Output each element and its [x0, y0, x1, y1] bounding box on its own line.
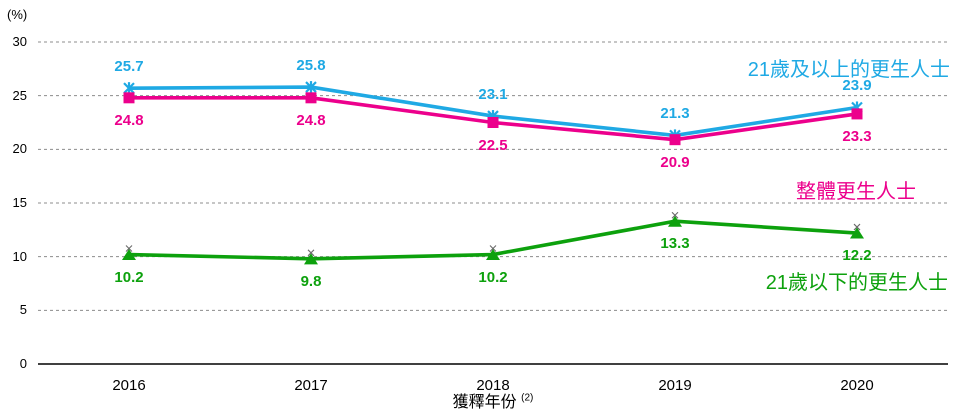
y-tick-label: 15	[12, 195, 27, 210]
square-marker	[487, 117, 499, 128]
x-tick-label: 2019	[658, 377, 692, 394]
x-tick-label: 2018	[476, 377, 510, 394]
x-axis-title: 獲釋年份 (2)	[38, 388, 948, 412]
data-point-label: 23.1	[478, 86, 508, 104]
square-marker	[669, 134, 681, 146]
y-tick-label: 30	[12, 34, 27, 49]
data-point-label: 20.9	[660, 153, 690, 171]
triangle-marker	[304, 249, 318, 265]
series-label-under-age21: 21歲以下的更生人士	[765, 272, 948, 294]
star-marker	[305, 81, 317, 94]
series-label-overall: 整體更生人士	[796, 181, 916, 203]
x-axis-title-footnote: (2)	[521, 392, 534, 404]
x-axis-title-text: 獲釋年份	[452, 394, 517, 411]
data-point-label: 25.7	[114, 58, 144, 76]
data-point-label: 23.9	[842, 77, 872, 95]
triangle-marker	[668, 211, 682, 227]
x-tick-label: 2016	[112, 377, 146, 394]
triangle-marker	[850, 223, 864, 239]
plot-area: 25.7 25.8 23.1 21.3 23.9 24.8 24.8 22.5 20.9 23.3…	[38, 41, 948, 368]
y-tick-label: 25	[12, 87, 27, 103]
square-marker	[305, 92, 317, 104]
series-label-age21-and-above: 21歲及以上的更生人士	[747, 59, 950, 81]
data-point-label: 9.8	[300, 272, 322, 290]
data-point-label: 23.3	[842, 127, 872, 145]
data-point-label: 10.2	[478, 268, 508, 286]
y-tick-label: 0	[19, 356, 27, 371]
triangle-marker	[486, 245, 500, 261]
data-point-label: 24.8	[296, 111, 326, 129]
x-tick-label: 2017	[294, 377, 328, 394]
y-tick-label: 10	[12, 248, 27, 264]
square-marker	[123, 92, 135, 104]
triangle-marker	[122, 245, 136, 261]
square-marker	[851, 108, 863, 120]
y-axis-unit-label: (%)	[7, 7, 28, 22]
data-point-label: 13.3	[660, 235, 690, 253]
y-tick-label: 20	[12, 141, 27, 157]
data-point-label: 10.2	[114, 268, 144, 286]
y-tick-label: 5	[19, 302, 27, 318]
x-tick-label: 2020	[840, 377, 874, 394]
data-point-label: 24.8	[114, 111, 144, 129]
chart-canvas	[38, 41, 948, 365]
data-point-label: 12.2	[842, 247, 872, 265]
data-point-label: 22.5	[478, 136, 508, 154]
data-point-label: 21.3	[660, 105, 690, 123]
star-marker	[123, 82, 135, 95]
data-point-label: 25.8	[296, 57, 326, 75]
